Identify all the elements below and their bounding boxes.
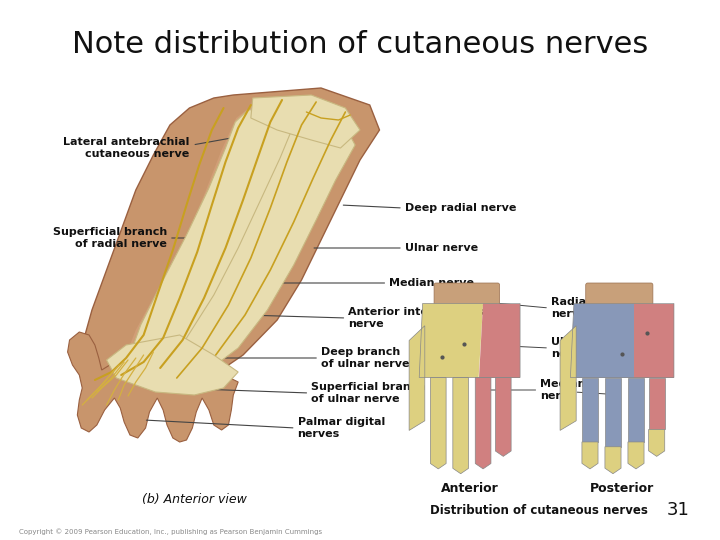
Text: Palmar digital
nerves: Palmar digital nerves (297, 417, 385, 439)
Polygon shape (495, 377, 511, 456)
Polygon shape (628, 377, 644, 442)
Polygon shape (582, 442, 598, 469)
FancyBboxPatch shape (586, 283, 653, 306)
Polygon shape (649, 377, 665, 429)
Text: Anterior: Anterior (441, 482, 498, 495)
Polygon shape (475, 377, 491, 469)
Text: Copyright © 2009 Pearson Education, Inc., publishing as Pearson Benjamin Cumming: Copyright © 2009 Pearson Education, Inc.… (19, 529, 322, 535)
Text: 31: 31 (667, 501, 690, 519)
Polygon shape (82, 88, 379, 390)
Polygon shape (479, 303, 520, 377)
Text: (b) Anterior view: (b) Anterior view (142, 494, 247, 507)
Text: Deep radial nerve: Deep radial nerve (405, 203, 516, 213)
Text: Radial
nerve: Radial nerve (551, 297, 590, 319)
Polygon shape (126, 100, 350, 380)
Text: Distribution of cutaneous nerves: Distribution of cutaneous nerves (430, 503, 648, 516)
Text: Anterior interosseous
nerve: Anterior interosseous nerve (348, 307, 484, 329)
Text: Note distribution of cutaneous nerves: Note distribution of cutaneous nerves (72, 30, 648, 59)
Text: Superficial branch
of radial nerve: Superficial branch of radial nerve (53, 227, 167, 249)
Text: Ulnar
nerve: Ulnar nerve (551, 337, 587, 359)
Polygon shape (409, 326, 425, 430)
Polygon shape (431, 377, 446, 469)
Polygon shape (605, 447, 621, 474)
Polygon shape (570, 303, 634, 377)
Polygon shape (628, 442, 644, 469)
Polygon shape (419, 303, 483, 377)
Text: Deep branch
of ulnar nerve: Deep branch of ulnar nerve (321, 347, 410, 369)
Text: Posterior: Posterior (590, 482, 654, 495)
Text: Lateral antebrachial
cutaneous nerve: Lateral antebrachial cutaneous nerve (63, 137, 189, 159)
Text: Median nerve: Median nerve (390, 278, 474, 288)
Polygon shape (68, 332, 238, 442)
Polygon shape (131, 108, 294, 368)
Polygon shape (582, 377, 598, 442)
Polygon shape (453, 377, 469, 474)
FancyBboxPatch shape (434, 283, 500, 306)
Text: Median
nerve: Median nerve (540, 379, 586, 401)
Polygon shape (634, 303, 674, 377)
Polygon shape (165, 108, 355, 375)
Polygon shape (251, 95, 360, 148)
Polygon shape (649, 429, 665, 456)
Polygon shape (107, 335, 238, 395)
Polygon shape (560, 326, 576, 430)
Text: Ulnar nerve: Ulnar nerve (405, 243, 478, 253)
Text: Superficial branch
of ulnar nerve: Superficial branch of ulnar nerve (311, 382, 426, 404)
Polygon shape (605, 377, 621, 447)
